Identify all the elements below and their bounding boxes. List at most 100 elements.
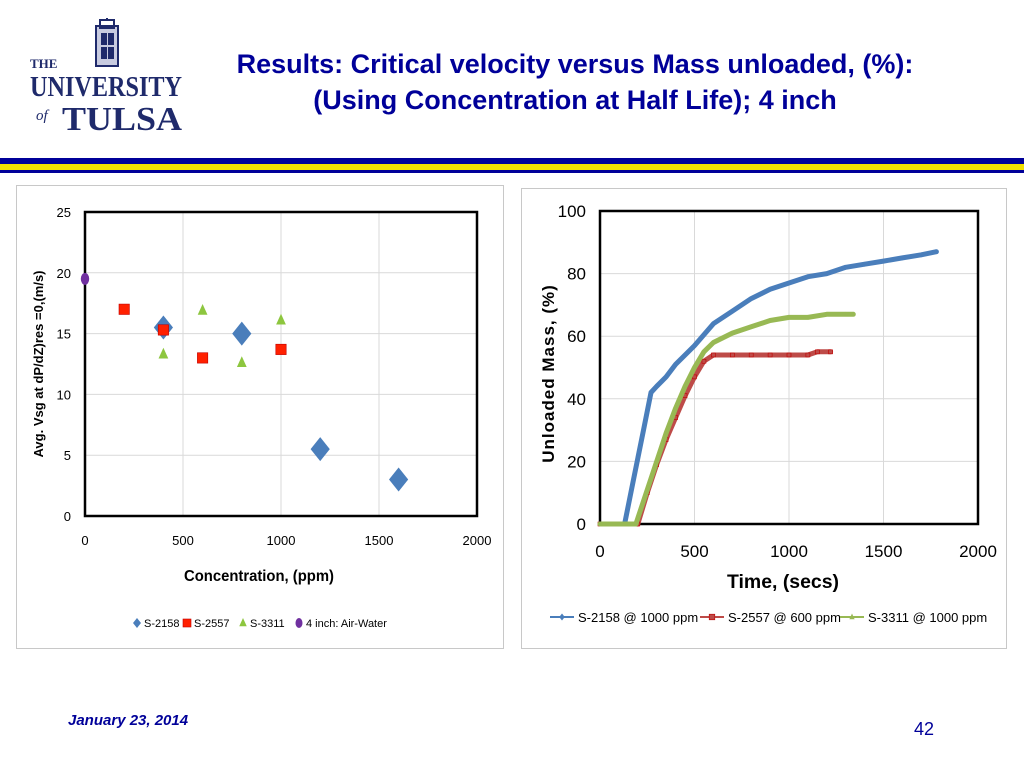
rule-blue-top	[0, 158, 1024, 164]
tower-icon	[95, 18, 119, 67]
slide-title: Results: Critical velocity versus Mass u…	[130, 46, 1020, 118]
legend-label: S-2557 @ 600 ppm	[728, 610, 841, 625]
data-point	[862, 261, 867, 267]
data-point	[118, 303, 130, 315]
data-point	[158, 347, 169, 359]
data-point	[805, 274, 810, 280]
y-tick-label: 5	[64, 448, 71, 463]
x-tick-label: 1000	[770, 542, 808, 561]
data-point	[701, 358, 707, 364]
data-point	[767, 352, 773, 358]
university-of-tulsa-logo: THE UNIVERSITY of TULSA	[28, 18, 188, 138]
data-point	[843, 311, 848, 316]
data-point	[824, 311, 829, 316]
series-line	[597, 349, 834, 527]
scatter-chart: 0 500 1000 1500 2000 0 5 10 15 20 25 Concentration,…	[31, 205, 491, 630]
data-point	[389, 467, 409, 492]
data-point	[236, 356, 247, 368]
data-point	[748, 352, 754, 358]
series-line	[597, 249, 939, 527]
data-point	[654, 458, 659, 464]
data-point	[632, 474, 637, 480]
data-point	[711, 339, 716, 345]
data-point	[824, 271, 829, 277]
logo-university: UNIVERSITY	[30, 71, 182, 103]
data-point	[692, 365, 697, 370]
y-tick-label: 0	[64, 509, 71, 524]
data-point	[702, 349, 706, 354]
data-point	[730, 352, 735, 358]
y-tick-label: 10	[57, 387, 71, 402]
series-s-3311	[158, 303, 286, 368]
data-point	[80, 272, 90, 285]
data-point	[711, 321, 716, 327]
x-tick-label: 1500	[865, 542, 903, 561]
data-point	[828, 349, 833, 355]
legend-label: S-2557	[194, 618, 229, 630]
data-point	[664, 430, 669, 435]
x-tick-label: 500	[172, 533, 194, 548]
data-point	[634, 521, 638, 526]
data-point	[276, 313, 286, 325]
rule-blue-bottom	[0, 170, 1024, 173]
data-point	[197, 303, 208, 315]
data-point	[730, 330, 735, 335]
header-rule	[0, 158, 1024, 173]
series-s-2557	[118, 303, 287, 364]
data-point	[749, 324, 754, 329]
legend-marker	[295, 618, 303, 628]
y-tick-label: 40	[567, 390, 586, 409]
x-tick-label: 2000	[959, 542, 997, 561]
data-point	[768, 318, 772, 323]
data-point	[275, 343, 287, 355]
series-s-2557-600-ppm	[597, 349, 834, 527]
legend-marker	[133, 618, 141, 628]
y-tick-label: 15	[57, 327, 71, 342]
y-axis-title: Avg. Vsg at dP/dZ)res =0,(m/s)	[31, 271, 46, 458]
data-point	[649, 390, 654, 396]
data-point	[673, 405, 678, 410]
legend-marker	[708, 613, 716, 621]
legend-label: S-3311 @ 1000 ppm	[868, 610, 987, 625]
footer-date: January 23, 2014	[68, 712, 189, 729]
title-line-2: (Using Concentration at Half Life); 4 in…	[313, 85, 837, 115]
scatter-legend: S-2158 S-2557 S-3311 4 inch: Air-Water	[133, 618, 387, 630]
data-point	[673, 361, 678, 367]
y-tick-label: 20	[567, 452, 586, 471]
data-point	[786, 352, 792, 358]
scatter-chart-panel: 0 500 1000 1500 2000 0 5 10 15 20 25 Concentration,…	[16, 185, 504, 649]
legend-label: S-3311	[250, 618, 285, 630]
y-tick-label: 0	[577, 515, 586, 534]
y-tick-label: 100	[558, 202, 586, 221]
x-tick-label: 500	[680, 542, 708, 561]
legend-label: 4 inch: Air-Water	[306, 618, 387, 630]
line-chart: 0 500 1000 1500 2000 0 20 40 60 80 100 Time, (secs)…	[539, 202, 997, 625]
data-point	[787, 280, 791, 286]
page-number: 42	[914, 719, 935, 739]
x-tick-label: 0	[81, 533, 88, 548]
logo-tulsa: TULSA	[62, 101, 182, 138]
line-legend: S-2158 @ 1000 ppm S-2557 @ 600 ppm S-3311 …	[550, 610, 987, 625]
data-point	[645, 487, 650, 492]
data-point	[683, 383, 687, 388]
data-point	[815, 349, 820, 355]
data-point	[806, 314, 810, 320]
scatter-plot-frame	[83, 210, 479, 518]
y-tick-label: 25	[57, 205, 71, 220]
y-axis-title: Unloaded Mass, (%)	[539, 284, 558, 463]
x-tick-label: 1500	[365, 533, 394, 548]
legend-label: S-2158 @ 1000 ppm	[578, 610, 698, 625]
x-axis-title: Concentration, (ppm)	[184, 568, 334, 585]
data-point	[157, 324, 169, 336]
line-chart-panel: 0 500 1000 1500 2000 0 20 40 60 80 100 Time, (secs)…	[521, 188, 1007, 649]
rule-yellow	[0, 164, 1024, 170]
line-gridlines	[599, 210, 979, 525]
data-point	[310, 437, 330, 462]
data-point	[711, 352, 716, 358]
data-point	[919, 252, 924, 258]
data-point	[664, 374, 669, 380]
data-point	[805, 352, 811, 358]
data-point	[843, 264, 848, 270]
x-axis-title: Time, (secs)	[727, 572, 839, 593]
data-point	[232, 321, 252, 346]
